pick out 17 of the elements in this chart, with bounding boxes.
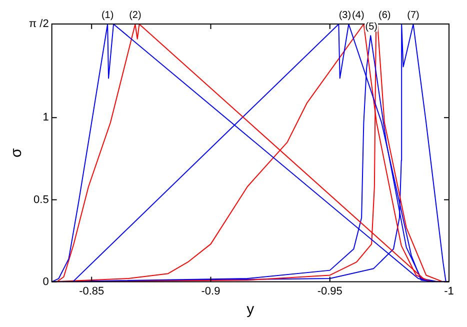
annotation: (1) <box>101 10 114 21</box>
annotation: (6) <box>378 10 391 21</box>
x-tick-label: -0.9 <box>201 285 220 298</box>
y-axis-title: σ <box>8 148 26 158</box>
x-tick-label: -1 <box>444 285 454 298</box>
annotation: (2) <box>129 10 142 21</box>
x-tick-label: -0.95 <box>317 285 342 298</box>
annotation: (5) <box>365 21 378 32</box>
x-tick-label: -0.85 <box>79 285 104 298</box>
y-tick-label: 0.5 <box>34 194 49 206</box>
y-tick-label: 1 <box>42 112 49 124</box>
y-tick-label: π /2 <box>28 18 49 30</box>
annotation: (4) <box>352 10 364 21</box>
x-axis-title: y <box>246 301 255 318</box>
annotation: (3) <box>338 10 352 21</box>
y-tick-label: 0 <box>42 276 49 288</box>
annotation: (7) <box>407 10 420 21</box>
